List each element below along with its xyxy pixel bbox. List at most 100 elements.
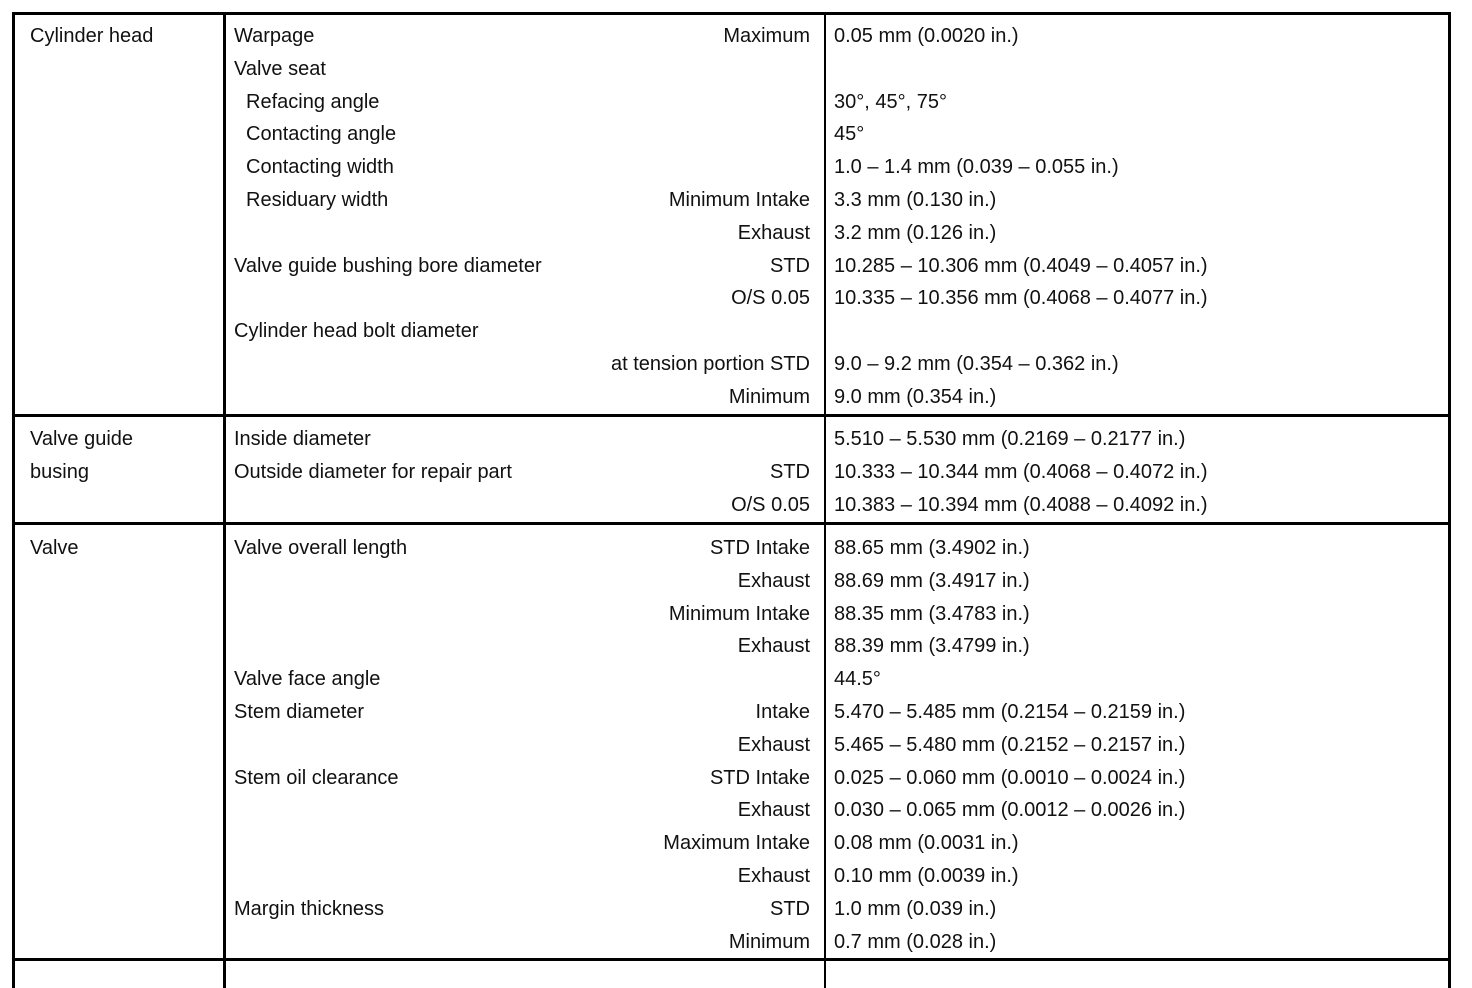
spec-value: 1.0 mm (0.039 in.) xyxy=(834,897,997,920)
spec-qualifier: Minimum xyxy=(728,930,810,953)
spec-item: Margin thickness xyxy=(234,897,385,920)
spec-value: 10.383 – 10.394 mm (0.4088 – 0.4092 in.) xyxy=(834,493,1208,516)
table-row: Valve face angle 44.5° xyxy=(15,663,1448,696)
table-row: Outside diameter for repair part STD 10.33… xyxy=(15,456,1448,489)
spec-item: Warpage xyxy=(234,25,315,47)
spec-item: Valve guide bushing bore diameter xyxy=(234,254,542,277)
spec-value: 44.5° xyxy=(834,668,881,691)
spec-section-continued xyxy=(12,958,1451,988)
spec-item: Outside diameter for repair part xyxy=(234,460,512,483)
table-row: Residuary width Minimum Intake 3.3 mm (0.1… xyxy=(15,184,1448,217)
spec-section: Cylinder head Warpage Maximum 0.05 mm (0.00… xyxy=(12,12,1451,414)
spec-item: Valve seat xyxy=(234,57,326,80)
spec-value: 30°, 45°, 75° xyxy=(834,90,947,113)
spec-qualifier: Exhaust xyxy=(737,221,810,244)
spec-item: Inside diameter xyxy=(234,428,371,450)
spec-section: Valve guide busing Inside diameter 5.510 –… xyxy=(12,414,1451,522)
spec-item: Residuary width xyxy=(246,188,389,211)
spec-value: 3.3 mm (0.130 in.) xyxy=(834,188,997,211)
spec-item: Stem diameter xyxy=(234,700,365,723)
table-row: Exhaust 0.030 – 0.065 mm (0.0012 – 0.0026… xyxy=(15,794,1448,827)
table-row: Cylinder head bolt diameter xyxy=(15,315,1448,348)
section-category: Valve guide busing xyxy=(30,428,134,483)
table-row: Refacing angle 30°, 45°, 75° xyxy=(15,86,1448,119)
spec-qualifier: Exhaust xyxy=(737,569,810,592)
column-divider xyxy=(223,15,226,414)
spec-qualifier: STD Intake xyxy=(709,537,810,559)
spec-qualifier: STD xyxy=(770,897,810,920)
spec-value: 10.285 – 10.306 mm (0.4049 – 0.4057 in.) xyxy=(834,254,1208,277)
column-divider xyxy=(824,525,826,958)
spec-qualifier: Exhaust xyxy=(737,864,810,887)
spec-value: 10.335 – 10.356 mm (0.4068 – 0.4077 in.) xyxy=(834,287,1208,310)
section-category: Valve xyxy=(30,537,79,559)
spec-item: Refacing angle xyxy=(246,90,380,113)
spec-qualifier: Intake xyxy=(755,700,810,723)
spec-qualifier: at tension portion STD xyxy=(611,352,810,375)
spec-value: 5.510 – 5.530 mm (0.2169 – 0.2177 in.) xyxy=(834,428,1186,450)
spec-item: Contacting width xyxy=(246,156,394,179)
spec-value: 10.333 – 10.344 mm (0.4068 – 0.4072 in.) xyxy=(834,460,1208,483)
table-row: Margin thickness STD 1.0 mm (0.039 in.) xyxy=(15,893,1448,926)
spec-qualifier: Minimum xyxy=(728,385,810,408)
table-row: Stem oil clearance STD Intake 0.025 – 0.06… xyxy=(15,762,1448,795)
spec-value: 0.025 – 0.060 mm (0.0010 – 0.0024 in.) xyxy=(834,766,1186,789)
spec-value: 88.65 mm (3.4902 in.) xyxy=(834,537,1030,559)
spec-item: Valve face angle xyxy=(234,668,381,691)
spec-value: 88.39 mm (3.4799 in.) xyxy=(834,635,1030,658)
spec-value: 0.10 mm (0.0039 in.) xyxy=(834,864,1019,887)
spec-item: Valve overall length xyxy=(234,537,408,559)
spec-qualifier: STD xyxy=(770,460,810,483)
spec-value: 88.69 mm (3.4917 in.) xyxy=(834,569,1030,592)
table-row: Minimum Intake 88.35 mm (3.4783 in.) xyxy=(15,598,1448,631)
spec-item: Contacting angle xyxy=(246,123,397,146)
spec-item: Stem oil clearance xyxy=(234,766,399,789)
table-row: Valve overall length STD Intake 88.65 mm (… xyxy=(15,532,1448,565)
spec-value: 88.35 mm (3.4783 in.) xyxy=(834,602,1030,625)
table-row: Warpage Maximum 0.05 mm (0.0020 in.) xyxy=(15,20,1448,53)
spec-item: Cylinder head bolt diameter xyxy=(234,320,479,343)
spec-qualifier: Exhaust xyxy=(737,635,810,658)
spec-value: 9.0 mm (0.354 in.) xyxy=(834,385,997,408)
column-divider xyxy=(223,417,226,522)
column-divider xyxy=(824,15,826,414)
table-row: Exhaust 5.465 – 5.480 mm (0.2152 – 0.2157… xyxy=(15,729,1448,762)
column-divider xyxy=(824,417,826,522)
spec-value: 45° xyxy=(834,123,865,146)
spec-value: 9.0 – 9.2 mm (0.354 – 0.362 in.) xyxy=(834,352,1119,375)
column-divider xyxy=(824,961,826,988)
table-row: Valve seat xyxy=(15,53,1448,86)
table-row: Contacting width 1.0 – 1.4 mm (0.039 – 0.… xyxy=(15,151,1448,184)
spec-value: 0.08 mm (0.0031 in.) xyxy=(834,832,1019,855)
section-category: Cylinder head xyxy=(30,25,154,47)
spec-qualifier: STD xyxy=(770,254,810,277)
table-row: Contacting angle 45° xyxy=(15,118,1448,151)
column-divider xyxy=(223,961,226,988)
spec-qualifier: Minimum Intake xyxy=(668,602,810,625)
spec-value: 3.2 mm (0.126 in.) xyxy=(834,221,997,244)
table-row: O/S 0.05 10.383 – 10.394 mm (0.4088 – 0.4… xyxy=(15,489,1448,522)
spec-qualifier: Exhaust xyxy=(737,799,810,822)
spec-qualifier: Minimum Intake xyxy=(668,188,810,211)
column-divider xyxy=(223,525,226,958)
spec-qualifier: Maximum Intake xyxy=(663,832,810,855)
spec-qualifier: O/S 0.05 xyxy=(731,287,810,310)
spec-qualifier: STD Intake xyxy=(709,766,810,789)
table-row: Maximum Intake 0.08 mm (0.0031 in.) xyxy=(15,827,1448,860)
spec-value: 0.7 mm (0.028 in.) xyxy=(834,930,997,953)
table-row: Minimum 9.0 mm (0.354 in.) xyxy=(15,381,1448,414)
table-row: Exhaust 88.69 mm (3.4917 in.) xyxy=(15,565,1448,598)
spec-value: 0.030 – 0.065 mm (0.0012 – 0.0026 in.) xyxy=(834,799,1186,822)
spec-value: 5.470 – 5.485 mm (0.2154 – 0.2159 in.) xyxy=(834,700,1186,723)
table-row: at tension portion STD 9.0 – 9.2 mm (0.35… xyxy=(15,348,1448,381)
table-row: Exhaust 0.10 mm (0.0039 in.) xyxy=(15,860,1448,893)
table-row: Valve guide bushing bore diameter STD 10.2… xyxy=(15,250,1448,283)
table-row: Exhaust 3.2 mm (0.126 in.) xyxy=(15,217,1448,250)
table-row: Stem diameter Intake 5.470 – 5.485 mm (0.2… xyxy=(15,696,1448,729)
table-row: O/S 0.05 10.335 – 10.356 mm (0.4068 – 0.4… xyxy=(15,282,1448,315)
spec-qualifier: O/S 0.05 xyxy=(731,493,810,516)
spec-value: 1.0 – 1.4 mm (0.039 – 0.055 in.) xyxy=(834,156,1119,179)
spec-section: Valve Valve overall length STD Intake 88.65… xyxy=(12,522,1451,958)
spec-qualifier: Maximum xyxy=(723,25,810,47)
table-row: Exhaust 88.39 mm (3.4799 in.) xyxy=(15,630,1448,663)
